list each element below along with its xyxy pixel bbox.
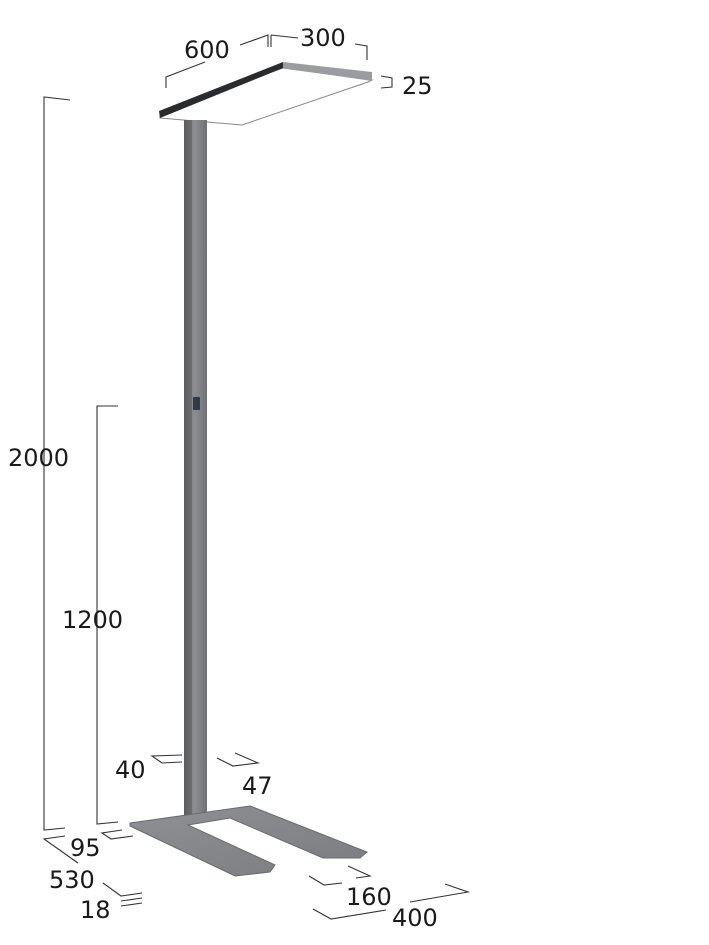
dim-pole-depth: 47 [242,772,273,800]
dim-head-length: 600 [184,36,230,64]
dim-head-height: 25 [402,72,433,100]
dim-arm-width: 160 [346,883,392,911]
lamp-base [129,805,368,877]
dim-base-width: 400 [392,904,438,932]
dim-pole-width: 40 [115,756,146,784]
switch-icon [193,397,200,410]
dim-head-width: 300 [300,24,346,52]
dim-switch-height: 1200 [62,606,124,634]
dim-total-height: 2000 [8,444,70,472]
lamp-head [159,62,374,126]
dim-base-offset: 95 [70,834,101,862]
dimension-lines [42,34,471,920]
dim-base-thickness: 18 [80,896,111,924]
dim-base-depth: 530 [49,866,95,894]
